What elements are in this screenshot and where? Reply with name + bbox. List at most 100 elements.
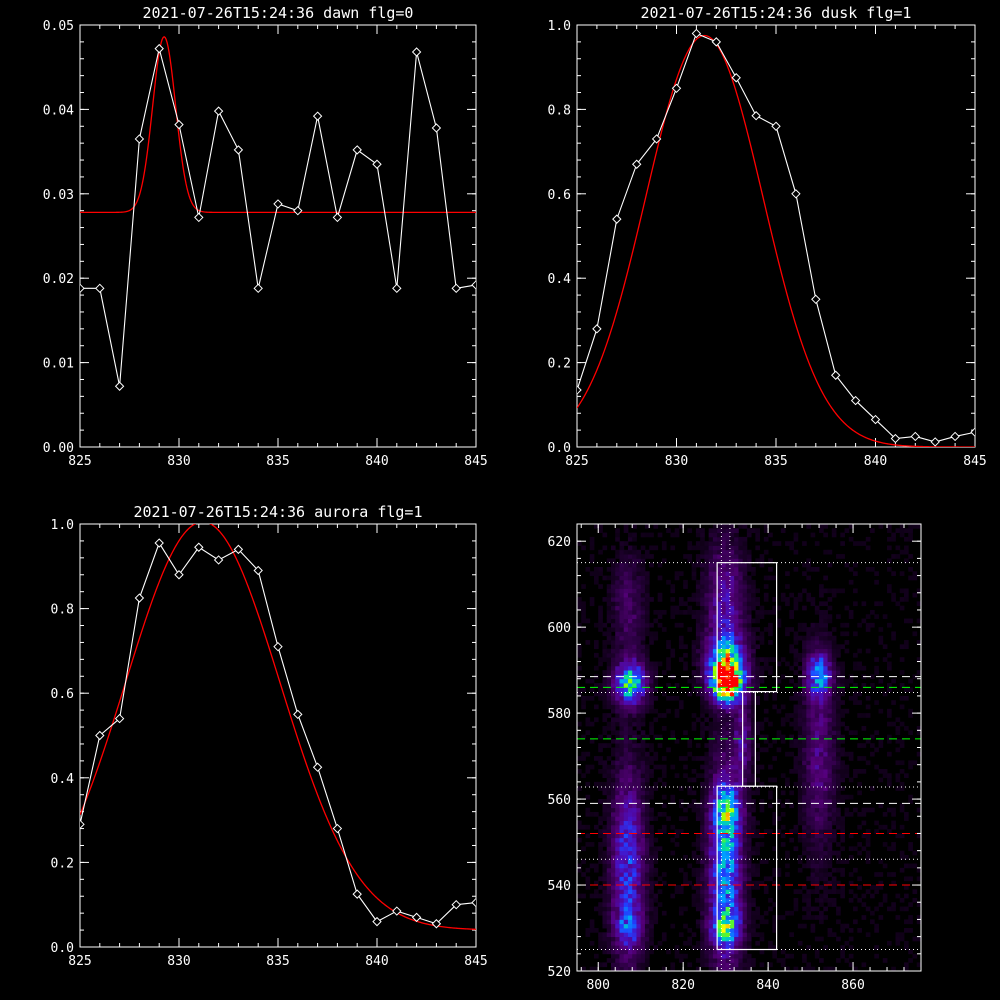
heatmap-cell (895, 545, 901, 551)
heatmap-cell (738, 824, 744, 830)
heatmap-cell (865, 807, 871, 813)
data-point (691, 28, 702, 39)
heatmap-cell (657, 777, 663, 783)
heatmap-cell (729, 695, 735, 701)
heatmap-cell (721, 803, 727, 809)
heatmap-cell (602, 962, 608, 968)
heatmap-cell (844, 605, 850, 611)
heatmap-cell (577, 837, 582, 843)
heatmap-cell (619, 799, 625, 804)
heatmap-cell (640, 803, 646, 809)
heatmap-cell (602, 717, 608, 723)
heatmap-cell (712, 966, 718, 972)
heatmap-cell (806, 777, 811, 783)
heatmap-cell (657, 614, 663, 619)
heatmap-cell (674, 575, 680, 581)
heatmap-cell (874, 820, 879, 826)
heatmap-cell (704, 773, 710, 778)
heatmap-cell (649, 940, 654, 946)
heatmap-cell (615, 859, 620, 864)
heatmap-cell (734, 893, 739, 899)
heatmap-cell (649, 730, 654, 736)
heatmap-cell (857, 743, 862, 748)
heatmap-cell (729, 605, 735, 611)
heatmap-cell (814, 622, 820, 628)
heatmap-cell (712, 536, 718, 542)
heatmap-cell (712, 541, 718, 546)
heatmap-cell (831, 803, 837, 809)
heatmap-cell (759, 640, 765, 645)
heatmap-cell (717, 700, 722, 705)
heatmap-cell (623, 803, 629, 809)
heatmap-cell (695, 648, 701, 654)
heatmap-cell (640, 622, 646, 628)
heatmap-cell (870, 528, 875, 533)
heatmap-cell (751, 601, 756, 607)
heatmap-cell (695, 614, 701, 619)
heatmap-cell (606, 584, 612, 589)
heatmap-cell (598, 945, 603, 950)
heatmap-cell (742, 910, 748, 916)
heatmap-cell (755, 743, 761, 748)
heatmap-cell (712, 631, 718, 637)
heatmap-cell (836, 764, 841, 770)
heatmap-cell (691, 648, 697, 654)
heatmap-cell (644, 743, 650, 748)
heatmap-cell (589, 554, 595, 559)
heatmap-cell (632, 893, 637, 899)
heatmap-cell (623, 936, 629, 942)
heatmap-cell (712, 885, 718, 890)
heatmap-cell (806, 738, 811, 744)
heatmap-cell (802, 897, 807, 903)
heatmap-cell (636, 605, 642, 611)
heatmap-cell (666, 695, 671, 701)
heatmap-cell (704, 541, 710, 546)
heatmap-cell (712, 953, 718, 959)
heatmap-cell (632, 906, 637, 912)
heatmap-cell (615, 893, 620, 899)
heatmap-cell (759, 614, 765, 619)
heatmap-cell (827, 786, 833, 791)
heatmap-cell (891, 842, 896, 847)
heatmap-cell (797, 786, 803, 791)
heatmap-cell (891, 532, 896, 538)
heatmap-cell (717, 751, 722, 757)
heatmap-cell (712, 597, 718, 602)
heatmap-cell (831, 829, 837, 834)
heatmap-cell (615, 588, 620, 594)
heatmap-cell (865, 829, 871, 834)
heatmap-cell (819, 631, 824, 637)
heatmap-cell (708, 923, 714, 929)
heatmap-cell (772, 945, 778, 950)
heatmap-cell (793, 829, 799, 834)
heatmap-cell (712, 923, 718, 929)
heatmap-cell (768, 670, 773, 675)
heatmap-cell (819, 652, 824, 658)
heatmap-cell (577, 648, 582, 654)
heatmap-cell (700, 915, 705, 920)
heatmap-cell (721, 885, 727, 890)
heatmap-cell (742, 700, 748, 705)
heatmap-cell (649, 691, 654, 697)
heatmap-cell (695, 811, 701, 817)
heatmap-cell (717, 609, 722, 615)
heatmap-cell (615, 584, 620, 589)
heatmap-cell (721, 536, 727, 542)
heatmap-cell (882, 893, 888, 899)
heatmap-cell (644, 695, 650, 701)
heatmap-cell (738, 704, 744, 710)
heatmap-cell (717, 820, 722, 826)
heatmap-cell (721, 936, 727, 942)
heatmap-cell (602, 889, 608, 895)
heatmap-cell (725, 708, 731, 714)
heatmap-cell (865, 627, 871, 632)
heatmap-cell (763, 734, 769, 740)
heatmap-cell (819, 859, 824, 864)
heatmap-cell (772, 738, 778, 744)
heatmap-cell (725, 721, 731, 727)
heatmap-cell (742, 872, 748, 877)
heatmap-cell (670, 734, 676, 740)
heatmap-cell (717, 794, 722, 800)
heatmap-cell (840, 700, 845, 705)
heatmap-cell (768, 790, 773, 796)
